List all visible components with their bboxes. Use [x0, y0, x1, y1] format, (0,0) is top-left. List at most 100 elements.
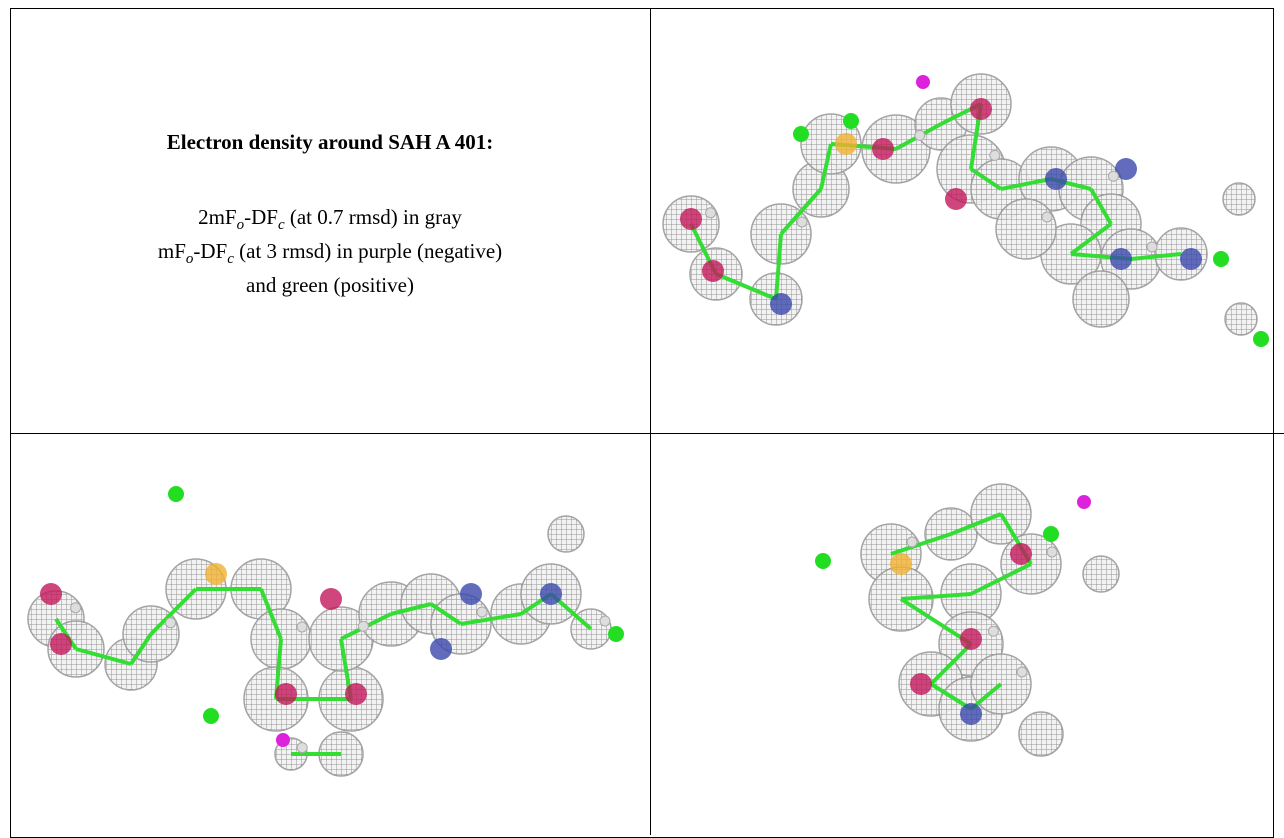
density-image — [815, 483, 1120, 757]
hydrogen — [1146, 241, 1158, 253]
bond — [149, 587, 198, 636]
atom-density — [960, 628, 982, 650]
bond — [75, 647, 132, 666]
atom-density — [345, 683, 367, 705]
atom-density — [1110, 248, 1132, 270]
density-blob — [1224, 302, 1258, 336]
density-image — [662, 73, 1269, 347]
atom-density — [275, 683, 297, 705]
density-image — [27, 486, 624, 777]
positive-density — [608, 626, 624, 642]
atom-density — [50, 633, 72, 655]
hydrogen — [705, 207, 717, 219]
positive-density — [815, 553, 831, 569]
subscript: o — [185, 251, 194, 268]
bond — [929, 642, 973, 686]
positive-density — [1043, 526, 1059, 542]
bond — [1069, 222, 1113, 256]
bond — [129, 632, 153, 666]
atom-density — [910, 673, 932, 695]
bond — [819, 143, 833, 190]
bond — [429, 602, 463, 626]
caption-lines: 2mFo-DFc (at 0.7 rmsd) in gray mFo-DFc (a… — [10, 204, 650, 298]
bond — [715, 272, 777, 301]
positive-density — [168, 486, 184, 502]
atom-density — [770, 293, 792, 315]
bond — [460, 612, 522, 626]
bond — [899, 597, 973, 646]
bond — [259, 588, 283, 640]
bond — [1089, 188, 1113, 225]
hydrogen — [599, 615, 611, 627]
hydrogen — [165, 617, 177, 629]
negative-density — [916, 75, 930, 89]
bond — [1000, 177, 1052, 191]
hydrogen — [989, 149, 1001, 161]
text-segment: 2mF — [198, 205, 237, 229]
text-segment: mF — [157, 239, 186, 264]
caption-line: and green (positive) — [10, 272, 650, 298]
atom-density — [835, 133, 857, 155]
hydrogen — [357, 620, 369, 632]
bond — [774, 233, 783, 300]
atom-density — [1010, 543, 1032, 565]
hydrogen — [1016, 666, 1028, 678]
hydrogen — [296, 742, 308, 754]
density-blob — [547, 515, 585, 553]
hydrogen — [796, 216, 808, 228]
bond — [950, 512, 1002, 536]
positive-density — [203, 708, 219, 724]
text-segment: and green (positive) — [246, 273, 414, 298]
text-segment: -DF — [193, 239, 228, 264]
hydrogen — [914, 129, 926, 141]
atom-density — [702, 260, 724, 282]
atom-density — [40, 583, 62, 605]
hydrogen — [1107, 170, 1119, 182]
text-segment: -DF — [244, 205, 278, 229]
atom-density — [945, 188, 967, 210]
positive-density — [843, 113, 859, 129]
column-divider — [650, 8, 651, 835]
atom-density — [1045, 168, 1067, 190]
bond — [929, 682, 973, 711]
bond — [1130, 252, 1182, 261]
bond — [900, 592, 972, 601]
row-divider — [10, 433, 1284, 434]
text-segment: (at 3 rmsd) in purple (negative) — [233, 239, 503, 264]
bond — [970, 562, 1032, 596]
hydrogen — [1046, 546, 1058, 558]
bond — [890, 532, 952, 556]
atom-density — [680, 208, 702, 230]
hydrogen — [476, 606, 488, 618]
hydrogen — [70, 602, 82, 614]
density-blob — [1082, 555, 1120, 593]
density-blob — [1018, 711, 1064, 757]
atom-density — [960, 703, 982, 725]
negative-density — [1077, 495, 1091, 509]
atom-density — [890, 553, 912, 575]
density-blob — [995, 198, 1057, 260]
atom-density — [460, 583, 482, 605]
positive-density — [1213, 251, 1229, 267]
caption-line: 2mFo-DFc (at 0.7 rmsd) in gray — [10, 204, 650, 238]
atom-density — [540, 583, 562, 605]
subscript: c — [277, 217, 285, 234]
caption-title: Electron density around SAH A 401: — [166, 130, 494, 154]
bond — [779, 187, 823, 236]
hydrogen — [987, 625, 999, 637]
bond — [969, 167, 1003, 191]
hydrogen — [296, 621, 308, 633]
caption-line: mFo-DFc (at 3 rmsd) in purple (negative) — [10, 238, 650, 272]
negative-density — [276, 733, 290, 747]
density-blob — [1072, 270, 1130, 328]
atom-density — [970, 98, 992, 120]
atom-density — [430, 638, 452, 660]
positive-density — [793, 126, 809, 142]
atom-density — [320, 588, 342, 610]
positive-density — [1253, 331, 1269, 347]
density-blob — [1222, 182, 1256, 216]
bond — [390, 602, 432, 616]
hydrogen — [906, 536, 918, 548]
atom-density — [872, 138, 894, 160]
